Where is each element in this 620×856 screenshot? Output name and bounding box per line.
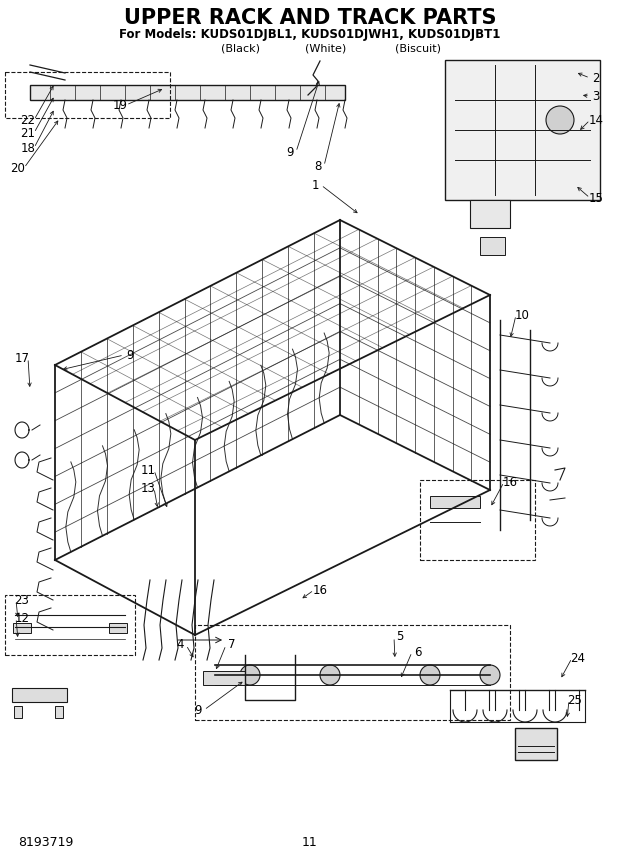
Text: 11: 11 bbox=[302, 836, 318, 849]
Circle shape bbox=[480, 665, 500, 685]
Text: 25: 25 bbox=[567, 693, 582, 706]
Bar bbox=[480, 237, 505, 255]
Text: 4: 4 bbox=[176, 639, 184, 651]
Text: (White): (White) bbox=[306, 43, 347, 53]
Text: 5: 5 bbox=[396, 631, 404, 644]
Bar bbox=[14, 706, 22, 718]
Bar bbox=[445, 60, 600, 200]
Text: 9: 9 bbox=[194, 704, 202, 716]
Text: 24: 24 bbox=[570, 651, 585, 664]
Bar bbox=[12, 688, 67, 702]
Text: 6: 6 bbox=[414, 645, 422, 658]
Text: 23: 23 bbox=[14, 593, 29, 607]
Circle shape bbox=[240, 665, 260, 685]
Bar bbox=[30, 85, 345, 100]
Text: 1: 1 bbox=[311, 179, 319, 192]
Text: 13: 13 bbox=[141, 482, 156, 495]
Bar bbox=[5, 595, 135, 655]
Text: 9: 9 bbox=[286, 146, 294, 158]
Text: 14: 14 bbox=[588, 114, 603, 127]
Text: 15: 15 bbox=[588, 192, 603, 205]
Text: 16: 16 bbox=[502, 475, 518, 489]
Text: 12: 12 bbox=[14, 611, 30, 625]
Text: (Black): (Black) bbox=[221, 43, 260, 53]
Text: 9: 9 bbox=[126, 348, 134, 361]
Bar bbox=[13, 623, 31, 633]
Bar bbox=[430, 496, 480, 508]
Circle shape bbox=[320, 665, 340, 685]
Text: 21: 21 bbox=[20, 127, 35, 140]
Text: 16: 16 bbox=[312, 584, 327, 597]
Text: 20: 20 bbox=[11, 162, 25, 175]
Bar bbox=[109, 623, 127, 633]
Text: 18: 18 bbox=[20, 141, 35, 154]
Text: 2: 2 bbox=[592, 72, 600, 85]
Bar bbox=[515, 728, 557, 760]
Text: For Models: KUDS01DJBL1, KUDS01DJWH1, KUDS01DJBT1: For Models: KUDS01DJBL1, KUDS01DJWH1, KU… bbox=[119, 27, 501, 40]
Circle shape bbox=[546, 106, 574, 134]
Text: 11: 11 bbox=[141, 463, 156, 477]
Circle shape bbox=[420, 665, 440, 685]
Text: 7: 7 bbox=[228, 639, 236, 651]
Text: 10: 10 bbox=[515, 308, 529, 322]
Bar bbox=[55, 706, 63, 718]
Text: (Biscuit): (Biscuit) bbox=[395, 43, 441, 53]
Text: 3: 3 bbox=[592, 90, 600, 103]
Text: 22: 22 bbox=[20, 114, 35, 127]
Bar bbox=[203, 671, 245, 685]
Bar bbox=[470, 200, 510, 228]
Text: 8193719: 8193719 bbox=[18, 836, 73, 849]
Text: 19: 19 bbox=[112, 98, 128, 111]
Bar bbox=[420, 480, 535, 560]
Text: 17: 17 bbox=[14, 352, 30, 365]
Text: 8: 8 bbox=[314, 159, 322, 173]
Bar bbox=[195, 625, 510, 720]
Text: UPPER RACK AND TRACK PARTS: UPPER RACK AND TRACK PARTS bbox=[124, 8, 496, 28]
